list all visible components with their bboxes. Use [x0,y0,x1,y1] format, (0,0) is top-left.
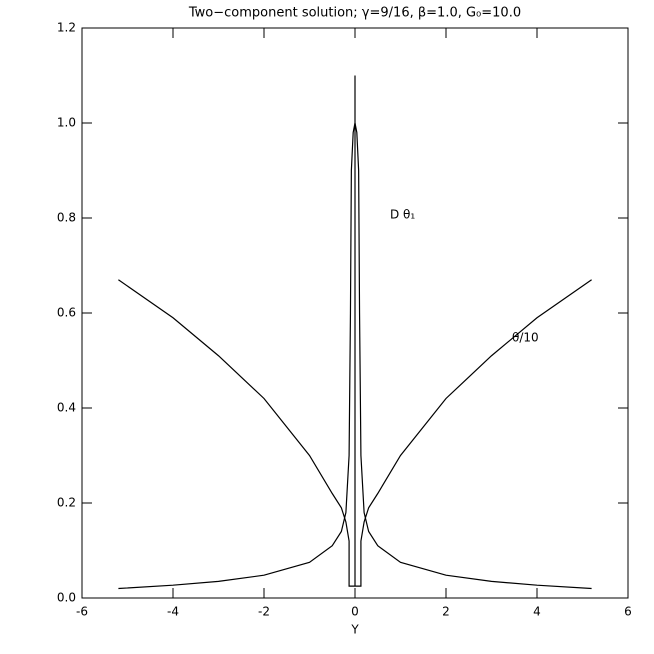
chart-title: Two−component solution; γ=9/16, β=1.0, G… [188,6,521,21]
x-tick-label: -2 [258,605,270,619]
y-tick-label: 1.2 [57,21,76,35]
x-tick-label: 0 [351,605,359,619]
annotation: θ/10 [512,331,539,345]
x-tick-label: 6 [624,605,632,619]
y-tick-label: 0.0 [57,591,76,605]
y-tick-label: 0.6 [57,306,76,320]
y-tick-label: 0.2 [57,496,76,510]
x-tick-label: 4 [533,605,541,619]
y-tick-label: 0.8 [57,211,76,225]
annotation: D θ₁ [390,208,415,222]
y-tick-label: 1.0 [57,116,76,130]
x-tick-label: -6 [76,605,88,619]
y-tick-label: 0.4 [57,401,76,415]
x-axis-label: Y [350,623,359,637]
x-tick-label: -4 [167,605,179,619]
x-tick-label: 2 [442,605,450,619]
